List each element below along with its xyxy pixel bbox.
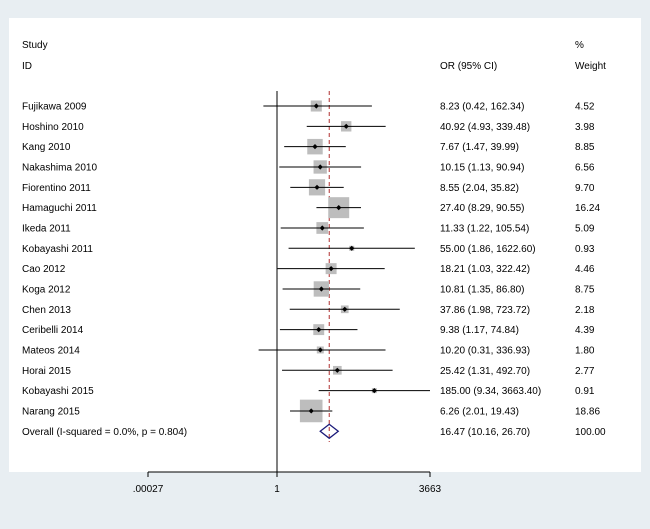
point-estimate-marker: [334, 367, 340, 373]
weight-value: 8.85: [575, 142, 595, 153]
or-ci-value: 8.23 (0.42, 162.34): [440, 102, 525, 113]
or-ci-value: 55.00 (1.86, 1622.60): [440, 244, 536, 255]
point-estimate-marker: [328, 266, 334, 272]
x-axis-tick-label: 3663: [419, 484, 442, 495]
study-name: Fiorentino 2011: [22, 183, 91, 194]
weight-value: 18.86: [575, 406, 600, 417]
weight-value: 4.39: [575, 325, 595, 336]
or-ci-value: 37.86 (1.98, 723.72): [440, 305, 530, 316]
overall-weight-value: 100.00: [575, 427, 606, 438]
study-name: Narang 2015: [22, 406, 80, 417]
study-row: Kobayashi 2011 55.00 (1.86, 1622.60) 0.93: [22, 244, 595, 255]
study-row: Horai 2015 25.42 (1.31, 492.70) 2.77: [22, 366, 595, 377]
point-estimate-marker: [319, 225, 325, 231]
study-row: Nakashima 2010 10.15 (1.13, 90.94) 6.56: [22, 160, 595, 174]
study-name: Nakashima 2010: [22, 162, 97, 173]
header-weight: Weight: [575, 61, 606, 72]
point-estimate-marker: [316, 327, 322, 333]
study-row: Kobayashi 2015 185.00 (9.34, 3663.40) 0.91: [22, 386, 595, 397]
point-estimate-marker: [342, 306, 348, 312]
study-row: Hoshino 2010 40.92 (4.93, 339.48) 3.98: [22, 121, 595, 133]
study-name: Ceribelli 2014: [22, 325, 84, 336]
study-row: Narang 2015 6.26 (2.01, 19.43) 18.86: [22, 399, 600, 423]
point-estimate-marker: [308, 408, 314, 414]
weight-value: 4.46: [575, 264, 595, 275]
study-row: Mateos 2014 10.20 (0.31, 336.93) 1.80: [22, 345, 595, 356]
point-estimate-marker: [312, 144, 318, 150]
header-or-ci: OR (95% CI): [440, 61, 497, 72]
weight-value: 1.80: [575, 345, 595, 356]
study-name: Hoshino 2010: [22, 122, 84, 133]
overall-or-ci-value: 16.47 (10.16, 26.70): [440, 427, 530, 438]
or-ci-value: 27.40 (8.29, 90.55): [440, 203, 525, 214]
study-row: Ikeda 2011 11.33 (1.22, 105.54) 5.09: [22, 222, 595, 234]
weight-value: 16.24: [575, 203, 600, 214]
weight-value: 9.70: [575, 183, 595, 194]
or-ci-value: 8.55 (2.04, 35.82): [440, 183, 519, 194]
or-ci-value: 6.26 (2.01, 19.43): [440, 406, 519, 417]
weight-value: 5.09: [575, 223, 595, 234]
point-estimate-marker: [336, 205, 342, 211]
header-study: Study: [22, 40, 48, 51]
weight-value: 0.91: [575, 386, 595, 397]
study-name: Kang 2010: [22, 142, 71, 153]
point-estimate-marker: [349, 245, 355, 251]
study-name: Cao 2012: [22, 264, 66, 275]
header-id: ID: [22, 61, 32, 72]
point-estimate-marker: [318, 286, 324, 292]
header-weight-percent: %: [575, 40, 584, 51]
study-row: Chen 2013 37.86 (1.98, 723.72) 2.18: [22, 305, 595, 316]
study-row: Cao 2012 18.21 (1.03, 322.42) 4.46: [22, 263, 595, 275]
x-axis-tick-label: 1: [274, 484, 280, 495]
or-ci-value: 9.38 (1.17, 74.84): [440, 325, 519, 336]
or-ci-value: 18.21 (1.03, 322.42): [440, 264, 530, 275]
study-name: Koga 2012: [22, 284, 71, 295]
study-name: Ikeda 2011: [22, 223, 71, 234]
or-ci-value: 7.67 (1.47, 39.99): [440, 142, 519, 153]
weight-value: 6.56: [575, 162, 595, 173]
or-ci-value: 25.42 (1.31, 492.70): [440, 366, 530, 377]
x-axis: .00027 1 3663: [133, 471, 442, 495]
point-estimate-marker: [371, 388, 377, 394]
study-name: Mateos 2014: [22, 345, 80, 356]
study-name: Kobayashi 2011: [22, 244, 93, 255]
weight-value: 0.93: [575, 244, 595, 255]
plot-region: [9, 18, 641, 472]
weight-value: 2.18: [575, 305, 595, 316]
x-axis-tick-label: .00027: [133, 484, 164, 495]
study-rows: Fujikawa 2009 8.23 (0.42, 162.34) 4.52 Hosh…: [22, 100, 600, 423]
or-ci-value: 40.92 (4.93, 339.48): [440, 122, 530, 133]
or-ci-value: 10.15 (1.13, 90.94): [440, 162, 525, 173]
weight-value: 8.75: [575, 284, 595, 295]
or-ci-value: 11.33 (1.22, 105.54): [440, 223, 529, 234]
study-row: Koga 2012 10.81 (1.35, 86.80) 8.75: [22, 281, 595, 297]
study-row: Kang 2010 7.67 (1.47, 39.99) 8.85: [22, 138, 595, 155]
point-estimate-marker: [343, 123, 349, 129]
study-name: Kobayashi 2015: [22, 386, 94, 397]
study-name: Hamaguchi 2011: [22, 203, 97, 214]
or-ci-value: 10.20 (0.31, 336.93): [440, 345, 530, 356]
study-row: Ceribelli 2014 9.38 (1.17, 74.84) 4.39: [22, 324, 595, 336]
weight-value: 3.98: [575, 122, 595, 133]
study-row: Fiorentino 2011 8.55 (2.04, 35.82) 9.70: [22, 179, 595, 196]
point-estimate-marker: [314, 184, 320, 190]
or-ci-value: 10.81 (1.35, 86.80): [440, 284, 525, 295]
point-estimate-marker: [317, 347, 323, 353]
overall-row: Overall (I-squared = 0.0%, p = 0.804) 16.…: [22, 423, 606, 440]
study-row: Hamaguchi 2011 27.40 (8.29, 90.55) 16.24: [22, 197, 600, 219]
study-name: Horai 2015: [22, 366, 71, 377]
study-name: Fujikawa 2009: [22, 102, 87, 113]
weight-value: 4.52: [575, 102, 595, 113]
study-row: Fujikawa 2009 8.23 (0.42, 162.34) 4.52: [22, 100, 595, 113]
point-estimate-marker: [313, 103, 319, 109]
or-ci-value: 185.00 (9.34, 3663.40): [440, 386, 541, 397]
study-name: Chen 2013: [22, 305, 71, 316]
overall-diamond: [319, 423, 340, 440]
overall-label: Overall (I-squared = 0.0%, p = 0.804): [22, 427, 187, 438]
point-estimate-marker: [317, 164, 323, 170]
weight-value: 2.77: [575, 366, 595, 377]
